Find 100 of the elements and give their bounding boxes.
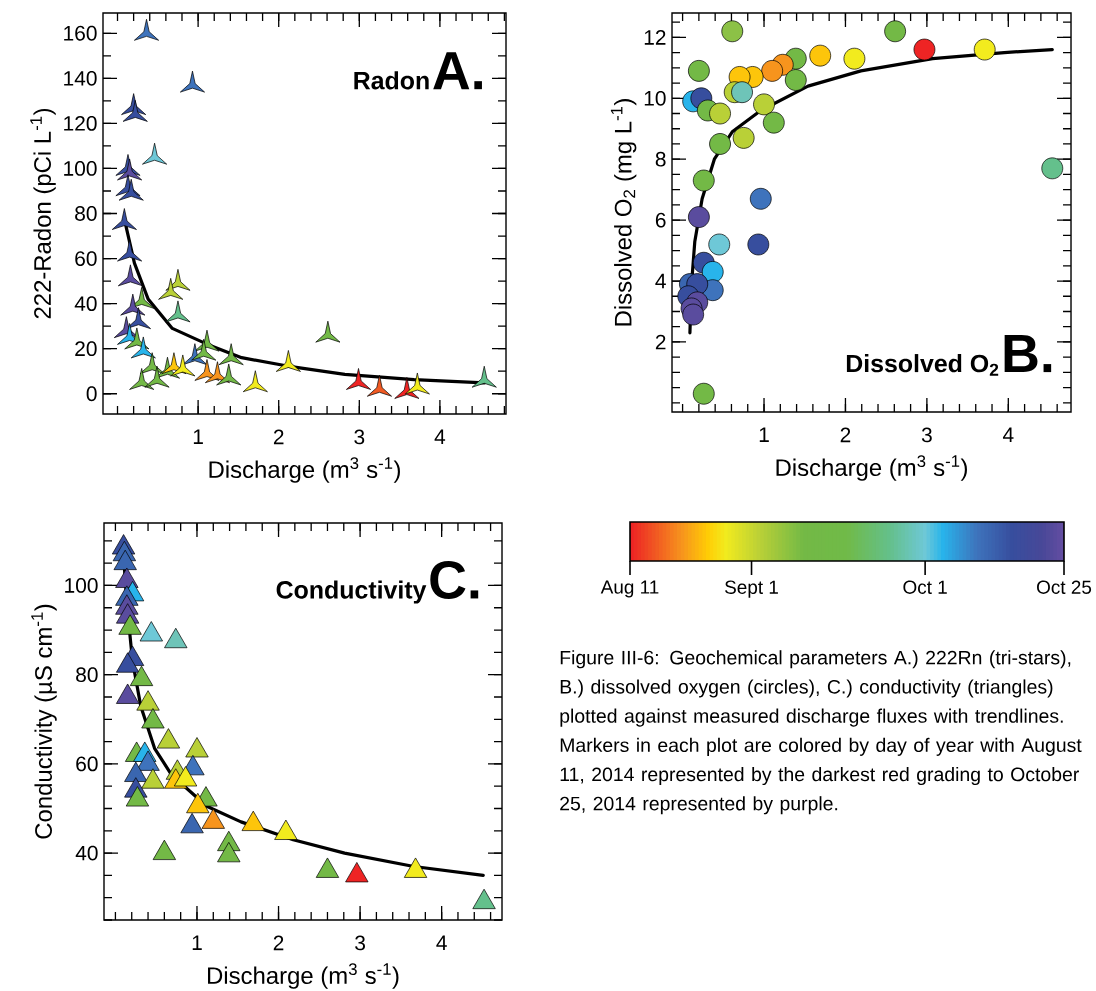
point [913, 38, 936, 61]
color-bar-label: Oct 1 [903, 580, 947, 594]
point [884, 20, 906, 43]
y-tick-label: 140 [64, 70, 97, 86]
point [973, 38, 996, 61]
point [404, 372, 430, 395]
point [709, 133, 731, 155]
y-axis-title: Conductivity (µS cm$^{-1}$) [31, 604, 57, 839]
text: Radon [354, 71, 429, 90]
y-tick-label: 160 [64, 25, 97, 41]
y-tick-label: 20 [75, 341, 97, 357]
point [116, 652, 140, 673]
point [156, 728, 181, 749]
y-tick-label: 6 [655, 212, 666, 228]
point [201, 808, 225, 829]
point [179, 70, 205, 93]
y-tick-label: 40 [75, 845, 98, 861]
text: B. [1004, 335, 1052, 373]
point [701, 261, 724, 283]
point [366, 374, 392, 397]
point [274, 819, 298, 840]
point [1041, 157, 1064, 180]
point [708, 233, 731, 256]
point [152, 839, 176, 860]
y-tick-label: 100 [64, 161, 97, 176]
point [173, 766, 198, 787]
x-tick-label: 3 [354, 429, 365, 445]
point [158, 278, 184, 300]
point [130, 336, 156, 359]
y-tick-label: 100 [65, 578, 98, 593]
point [165, 300, 191, 323]
point [141, 708, 165, 729]
point [117, 158, 143, 181]
point [191, 338, 217, 361]
point [111, 208, 137, 230]
point [761, 60, 784, 82]
x-tick-label: 4 [434, 429, 446, 444]
text: Dissolved O$_{2}$ [846, 354, 999, 376]
point [753, 93, 775, 116]
point [113, 549, 137, 571]
point [142, 142, 168, 165]
x-axis-title: Discharge (m$^{3}$ s$^{-1}$) [209, 457, 400, 483]
point [129, 368, 155, 390]
y-tick-label: 40 [74, 296, 97, 312]
point [125, 786, 150, 807]
point [164, 627, 188, 649]
color-bar-label: Oct 25 [1037, 580, 1092, 594]
y-tick-label: 60 [76, 756, 98, 772]
x-tick-label: 3 [355, 935, 365, 951]
point [721, 20, 744, 43]
x-tick-label: 1 [193, 429, 203, 444]
point [185, 737, 209, 758]
x-tick-label: 1 [759, 427, 769, 442]
point [116, 683, 140, 704]
point [345, 862, 369, 883]
x-tick-label: 1 [192, 935, 202, 950]
x-tick-label: 4 [436, 935, 447, 950]
text: C. [430, 560, 479, 599]
y-tick-label: 120 [64, 115, 97, 131]
y-tick-label: 0 [86, 386, 97, 402]
point [241, 810, 265, 831]
x-tick-label: 3 [921, 427, 932, 443]
point [346, 368, 371, 390]
color-bar-label: Aug 11 [600, 580, 659, 598]
point [731, 81, 753, 104]
y-tick-label: 2 [655, 334, 666, 350]
point [118, 614, 142, 635]
x-axis-title: Discharge (m$^{3}$ s$^{-1}$) [208, 963, 399, 989]
x-tick-label: 2 [273, 429, 284, 445]
y-tick-label: 80 [76, 667, 98, 683]
point [117, 239, 143, 262]
point [180, 812, 204, 834]
x-axis-title: Discharge (m$^{3}$ s$^{-1}$) [776, 455, 967, 481]
point [843, 47, 866, 70]
y-tick-label: 8 [655, 151, 666, 167]
y-tick-label: 80 [75, 206, 97, 221]
x-tick-label: 2 [273, 935, 284, 951]
point [242, 370, 268, 393]
point [315, 320, 341, 343]
point [117, 264, 143, 287]
x-tick-label: 4 [1002, 427, 1014, 442]
point [141, 768, 165, 789]
point [139, 621, 163, 642]
point [809, 44, 832, 67]
point [120, 293, 146, 316]
point [136, 690, 160, 711]
y-axis-title: Dissolved O$_{2}$ (mg L$^{-1}$) [610, 99, 637, 326]
point [170, 354, 196, 377]
point [122, 100, 148, 122]
point [692, 382, 715, 405]
y-tick-label: 4 [655, 273, 666, 289]
point [136, 750, 160, 771]
point [217, 841, 241, 863]
y-tick-label: 60 [75, 251, 97, 266]
point [749, 187, 772, 210]
point [471, 365, 497, 388]
x-tick-label: 2 [840, 427, 851, 443]
point [688, 206, 710, 228]
point [124, 761, 148, 782]
text: Conductivity [276, 580, 427, 604]
